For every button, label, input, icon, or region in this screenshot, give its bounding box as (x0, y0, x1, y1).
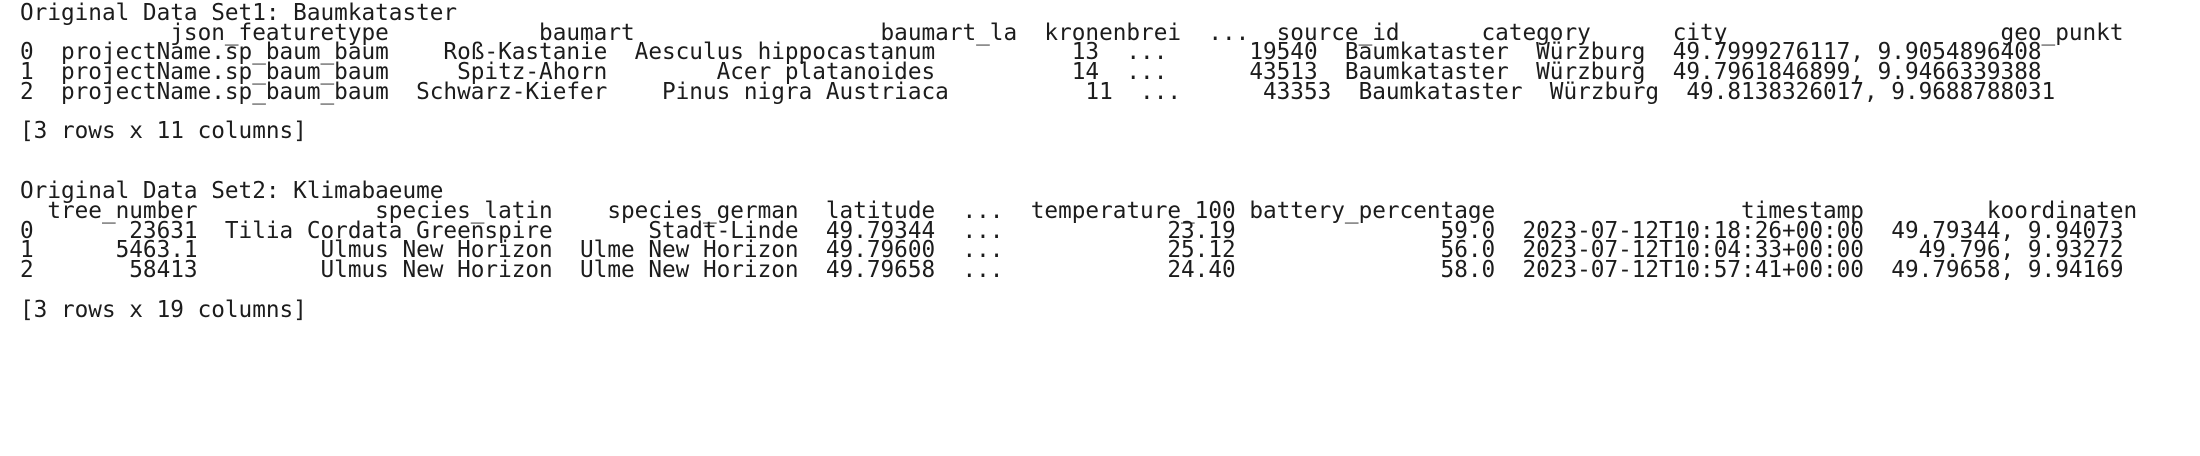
dataset2-row-2: 2 58413 Ulmus New Horizon Ulme New Horiz… (20, 257, 2124, 283)
dataset2-header-row: tree_number species_latin species_german… (20, 198, 2138, 224)
dataset2-row-1: 1 5463.1 Ulmus New Horizon Ulme New Hori… (20, 237, 2124, 263)
console-output: Original Data Set1: Baumkataster json_fe… (20, 0, 2190, 456)
dataset2-heading: Original Data Set2: Klimabaeume (20, 178, 444, 204)
dataset1-row-0: 0 projectName.sp_baum_baum Roß-Kastanie … (20, 39, 2042, 65)
dataset1-heading: Original Data Set1: Baumkataster (20, 0, 458, 26)
dataset1-row-2: 2 projectName.sp_baum_baum Schwarz-Kiefe… (20, 79, 2056, 105)
dataset1-row-1: 1 projectName.sp_baum_baum Spitz-Ahorn A… (20, 59, 2042, 85)
dataset2-shape-summary: [3 rows x 19 columns] (20, 297, 307, 323)
dataset1-header-row: json_featuretype baumart baumart_la kron… (20, 20, 2124, 46)
dataset1-shape-summary: [3 rows x 11 columns] (20, 118, 307, 144)
dataset2-row-0: 0 23631 Tilia Cordata Greenspire Stadt-L… (20, 218, 2124, 244)
